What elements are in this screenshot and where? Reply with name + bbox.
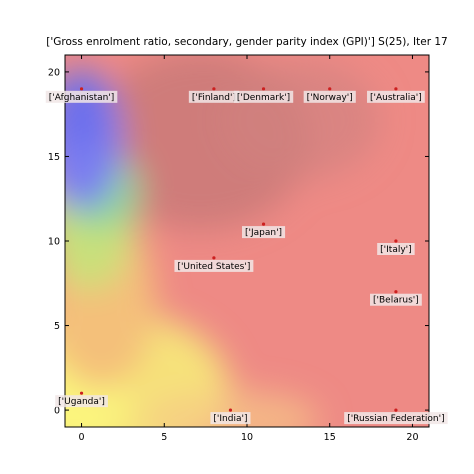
chart-title: ['Gross enrolment ratio, secondary, gend… <box>46 36 448 48</box>
data-point <box>394 87 398 91</box>
point-label: ['Finland'] <box>188 90 239 103</box>
x-tick-label: 0 <box>79 432 85 443</box>
point-label-box <box>210 412 251 425</box>
point-label-box <box>303 90 356 103</box>
point-label-box <box>370 293 422 306</box>
point-label-box <box>344 412 448 425</box>
point-label-box <box>188 90 239 103</box>
point-label-box <box>174 259 254 272</box>
point-label: ['India'] <box>210 412 251 425</box>
point-label-text: ['Russian Federation'] <box>347 414 444 424</box>
point-label-text: ['Denmark'] <box>237 93 290 103</box>
point-label: ['Belarus'] <box>370 293 422 306</box>
y-tick-label: 0 <box>54 406 60 417</box>
x-tick-label: 10 <box>241 432 253 443</box>
point-label-box <box>367 90 425 103</box>
point-label-text: ['Uganda'] <box>58 397 105 407</box>
x-axis-ticks: 0 5 10 15 20 <box>79 55 419 443</box>
data-points <box>79 87 398 412</box>
point-label: ['Uganda'] <box>55 395 108 408</box>
point-label-text: ['India'] <box>213 414 247 424</box>
point-label: ['Norway'] <box>303 90 356 103</box>
point-label: ['Afghanistan'] <box>45 90 118 103</box>
point-label-text: ['Australia'] <box>370 93 422 103</box>
data-point <box>328 87 332 91</box>
data-point <box>212 256 216 260</box>
point-label-text: ['Italy'] <box>380 245 412 255</box>
data-point <box>79 391 84 395</box>
data-point <box>261 222 266 226</box>
y-axis-ticks: 0 5 10 15 20 <box>48 67 429 417</box>
point-label-text: ['United States'] <box>177 262 250 272</box>
point-label: ['United States'] <box>174 259 254 272</box>
data-point <box>394 239 398 243</box>
point-label-text: ['Japan'] <box>245 228 282 238</box>
x-tick-label: 15 <box>324 432 336 443</box>
point-label-text: ['Belarus'] <box>373 296 419 306</box>
point-label-box <box>45 90 118 103</box>
y-tick-label: 20 <box>48 67 60 78</box>
point-label-text: ['Finland'] <box>192 93 236 103</box>
y-tick-label: 5 <box>54 321 60 332</box>
y-tick-label: 10 <box>48 237 60 248</box>
x-tick-label: 5 <box>161 432 167 443</box>
point-label: ['Denmark'] <box>233 90 294 103</box>
point-label-box <box>55 395 108 408</box>
point-label: ['Italy'] <box>377 243 415 255</box>
data-point <box>394 290 398 294</box>
heatmap-background <box>65 55 429 427</box>
point-label-box <box>233 90 294 103</box>
data-point <box>394 408 398 412</box>
data-point <box>261 87 266 91</box>
point-label-text: ['Afghanistan'] <box>49 93 115 103</box>
data-point <box>228 408 233 412</box>
point-label: ['Australia'] <box>367 90 425 103</box>
y-tick-label: 15 <box>48 152 60 163</box>
point-label: ['Russian Federation'] <box>344 412 448 425</box>
point-label-box <box>242 226 286 239</box>
point-label: ['Japan'] <box>242 226 286 239</box>
x-tick-label: 20 <box>406 432 418 443</box>
data-point <box>212 87 216 91</box>
point-labels: ['Afghanistan'] ['Finland'] ['Denmark'] ['N… <box>45 90 448 425</box>
point-label-text: ['Norway'] <box>307 93 353 103</box>
point-label-box <box>377 243 415 255</box>
data-point <box>79 87 84 91</box>
